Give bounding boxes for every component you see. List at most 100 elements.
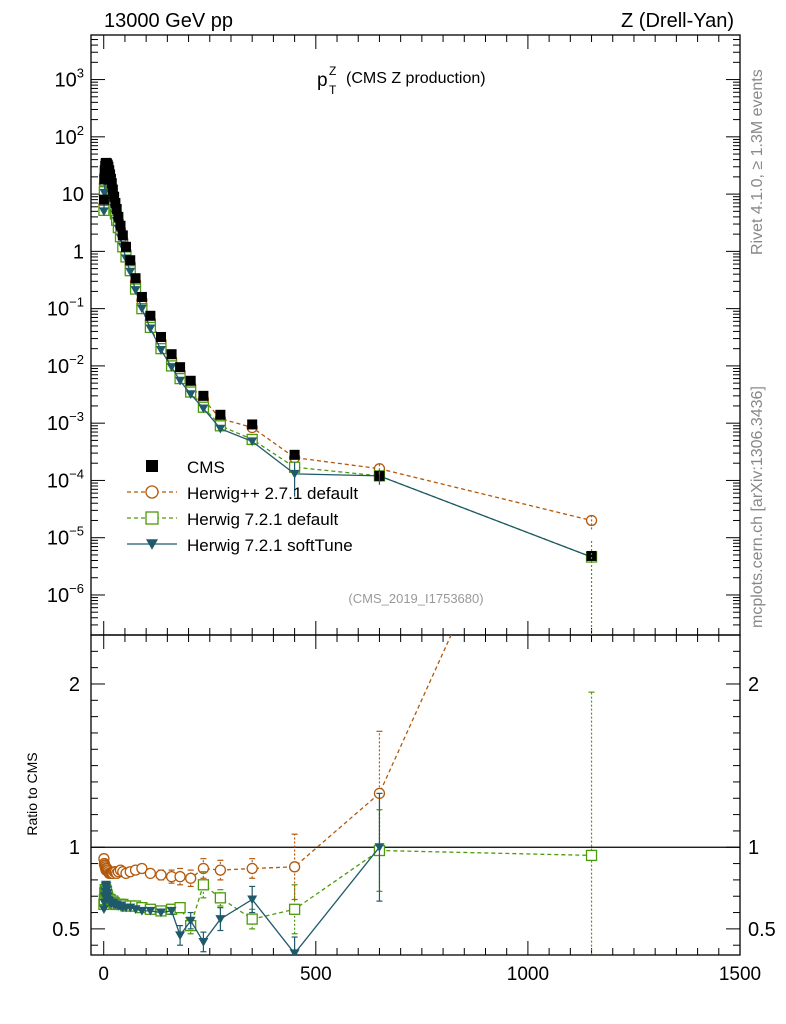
data-point [99,174,110,185]
ratio-point [587,320,597,330]
ratio-point [136,906,147,916]
ratio-point [144,867,157,880]
legend-label: Herwig 7.2.1 default [187,510,338,529]
ratio-tick-label: 1 [748,837,759,859]
ratio-point [585,849,598,862]
ratio-tick-label: 2 [69,674,80,696]
data-point [130,273,141,284]
mc-point [99,188,110,198]
data-point [166,349,177,360]
ratio-point [185,916,196,926]
mc-point [185,390,196,399]
y-tick-label: 10−1 [47,295,84,321]
data-point [110,197,121,208]
chart-title-sub: T [329,83,337,97]
legend: CMS Herwig++ 2.7.1 default Herwig 7.2.1 de… [127,458,358,555]
mc-point [136,304,147,314]
mc-point [145,324,156,334]
ratio-point [155,869,167,881]
ratio-point [145,906,156,916]
beam-energy-label: 13000 GeV pp [104,10,233,32]
y-tick-label: 1 [73,241,84,263]
ratio-point [175,931,186,941]
legend-label: Herwig++ 2.7.1 default [187,484,358,503]
mc-point [155,345,166,355]
x-tick-label: 1500 [719,964,761,985]
x-tick-label: 500 [300,964,332,985]
ratio-tick-label: 2 [748,674,759,696]
data-point [175,362,186,373]
y-tick-label: 10−3 [47,409,84,435]
ratio-point [98,905,109,915]
data-point [586,550,597,561]
y-tick-label: 103 [55,66,84,92]
ratio-point [198,937,209,947]
chart-title-main: p [317,70,328,91]
data-point [109,191,120,202]
ratio-point [288,861,301,873]
data-point [125,255,136,266]
mc-point [198,404,209,414]
ratio-tick-label: 0.5 [52,919,80,941]
data-point [120,241,131,252]
chart-title-sup: Z [329,64,336,78]
y-tick-label: 10−4 [47,466,84,492]
data-point [215,409,226,420]
ratio-point [174,902,186,914]
ratio-point [289,949,300,955]
ratio-point [215,915,226,924]
ratio-point [288,903,301,915]
ratio-point [246,862,258,875]
ratio-line [103,846,380,955]
legend-marker [146,539,158,550]
y-tick-label: 10−5 [47,524,84,550]
ratio-tick-label: 1 [69,837,80,859]
mc-point [166,363,177,372]
chart-title-rest: (CMS Z production) [346,70,486,87]
main-series-layer [98,157,598,635]
ratio-point [166,906,177,916]
ratio-point [246,913,258,925]
ratio-point [374,843,385,852]
analysis-id-label: (CMS_2019_I1753680) [348,591,483,606]
data-point [111,203,122,214]
legend-label: Herwig 7.2.1 softTune [187,536,353,555]
data-point [185,375,196,386]
data-point [107,184,118,195]
mc-point [215,424,226,434]
ratio-series-layer [98,320,598,955]
process-label: Z (Drell-Yan) [621,10,734,32]
ratio-point [185,872,197,884]
data-point [115,220,126,231]
ratio-point [197,879,210,891]
data-point [113,211,124,222]
ratio-tick-label: 0.5 [748,919,776,941]
data-point [106,178,117,189]
mc-point [98,207,109,217]
data-point [155,331,166,342]
mc-point [175,376,186,386]
legend-marker [146,460,158,472]
data-point [136,291,147,302]
legend-marker [145,511,159,525]
y-tick-label: 10−6 [47,581,84,607]
ratio-point [155,908,166,918]
ratio-point [247,895,258,905]
x-tick-label: 0 [98,964,109,985]
ratio-axis-ticks: 0 500 1000 1500 0.5 0.5 1 1 2 2 [52,635,776,985]
ratio-plot-frame [90,634,741,956]
ratio-axis-label: Ratio to CMS [24,752,40,835]
legend-label: CMS [187,458,225,477]
ratio-point [214,864,227,876]
mc-point [247,437,258,447]
data-point [98,194,109,205]
legend-marker [145,485,159,499]
mcplots-label: mcplots.cern.ch [arXiv:1306.3436] [749,386,766,628]
ratio-point [214,892,227,904]
ratio-point [174,870,186,883]
data-point [289,449,300,460]
ratio-point [136,862,148,875]
series-line [103,166,592,522]
